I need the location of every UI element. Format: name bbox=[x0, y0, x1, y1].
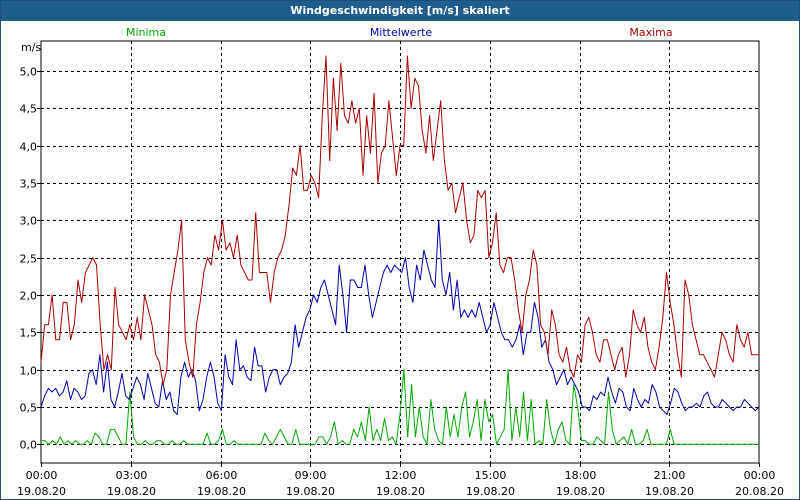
y-tick-label: 2,0 bbox=[20, 290, 38, 303]
x-tick-time: 06:00 bbox=[206, 469, 238, 482]
y-tick-label: 3,0 bbox=[20, 215, 38, 228]
y-tick-label: 5,0 bbox=[20, 66, 38, 79]
x-tick-time: 18:00 bbox=[565, 469, 597, 482]
x-tick-date: 19.08.20 bbox=[556, 485, 605, 498]
chart-title: Windgeschwindigkeit [m/s] skaliert bbox=[1, 1, 799, 21]
x-tick-time: 03:00 bbox=[116, 469, 148, 482]
y-tick-label: 3,5 bbox=[20, 178, 38, 191]
y-tick-label: 4,0 bbox=[20, 141, 38, 154]
x-tick-time: 15:00 bbox=[475, 469, 507, 482]
x-tick-time: 00:00 bbox=[744, 469, 776, 482]
x-tick-date: 19.08.20 bbox=[107, 485, 156, 498]
x-tick-time: 21:00 bbox=[654, 469, 686, 482]
series-line-maxima bbox=[40, 55, 759, 386]
x-tick-time: 09:00 bbox=[295, 469, 327, 482]
x-tick-date: 20.08.20 bbox=[735, 485, 784, 498]
x-tick-date: 19.08.20 bbox=[286, 485, 335, 498]
legend-minima: Minima bbox=[126, 26, 166, 39]
y-tick-label: 2,5 bbox=[20, 253, 38, 266]
x-tick-date: 19.08.20 bbox=[17, 485, 66, 498]
legend-mittelwerte: Mittelwerte bbox=[370, 26, 433, 39]
y-tick-label: 1,0 bbox=[20, 365, 38, 378]
y-tick-label: 1,5 bbox=[20, 327, 38, 340]
x-tick-date: 19.08.20 bbox=[197, 485, 246, 498]
x-tick-time: 12:00 bbox=[385, 469, 417, 482]
x-tick-date: 19.08.20 bbox=[645, 485, 694, 498]
x-tick-time: 00:00 bbox=[26, 469, 58, 482]
x-tick-date: 19.08.20 bbox=[466, 485, 515, 498]
x-tick-date: 19.08.20 bbox=[376, 485, 425, 498]
y-tick-label: 0,0 bbox=[20, 439, 38, 452]
y-tick-label: 0,5 bbox=[20, 402, 38, 415]
series-line-minima bbox=[41, 369, 759, 445]
series-line-mittelwerte bbox=[40, 219, 760, 415]
legend-maxima: Maxima bbox=[629, 26, 672, 39]
y-axis-label: m/s bbox=[21, 41, 41, 54]
y-tick-label: 4,5 bbox=[20, 103, 38, 116]
